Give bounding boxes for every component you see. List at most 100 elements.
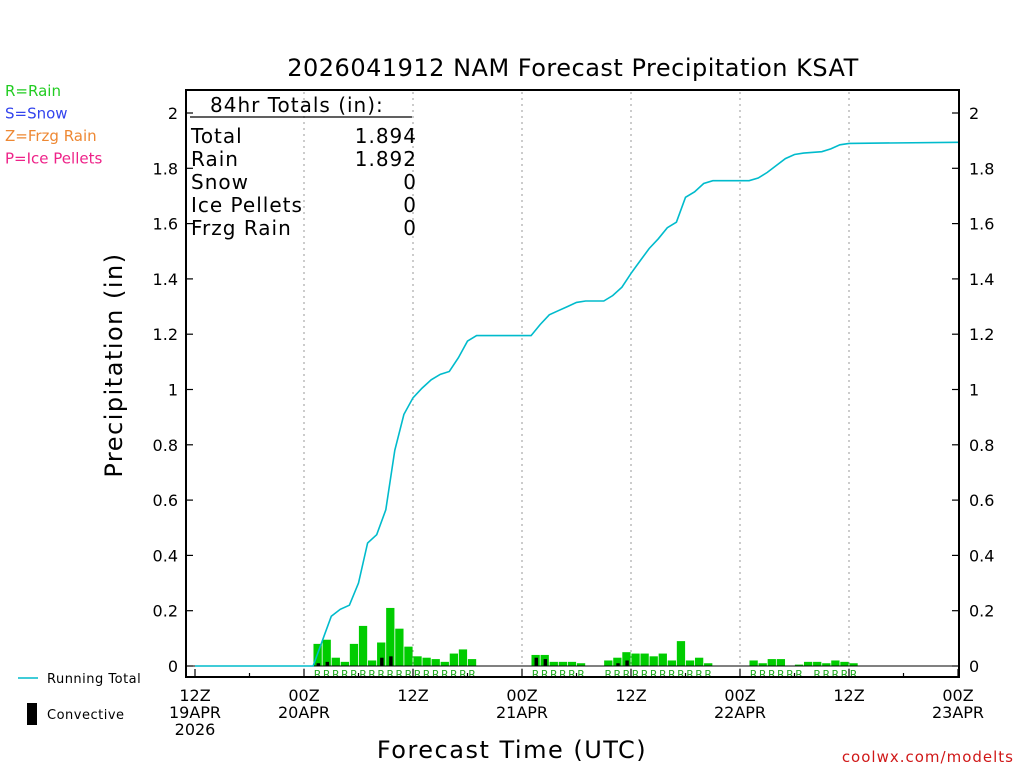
totals-value: 1.892 bbox=[355, 147, 417, 171]
precip-bar bbox=[840, 661, 849, 666]
precip-bar bbox=[803, 661, 813, 666]
convective-bar bbox=[325, 661, 330, 666]
ptype-marker: R bbox=[841, 668, 849, 681]
ptype-marker: R bbox=[686, 668, 694, 681]
x-axis-label: Forecast Time (UTC) bbox=[377, 736, 647, 764]
x-tick-label: 2026 bbox=[175, 720, 216, 739]
y-tick-label-left: 0.6 bbox=[153, 491, 178, 510]
gridlines bbox=[303, 92, 850, 675]
ptype-marker: R bbox=[341, 668, 349, 681]
ptype-marker: R bbox=[832, 668, 840, 681]
ptype-marker: R bbox=[659, 668, 667, 681]
ptype-marker: R bbox=[777, 668, 785, 681]
credit-text: coolwx.com/modelts bbox=[842, 748, 1014, 766]
totals-label: Ice Pellets bbox=[191, 193, 303, 217]
ptype-marker: R bbox=[559, 668, 567, 681]
totals-header: 84hr Totals (in): bbox=[210, 93, 384, 117]
y-tick-label-right: 0.4 bbox=[969, 546, 994, 565]
ptype-marker: R bbox=[532, 668, 540, 681]
ptype-legend-item: P=Ice Pellets bbox=[5, 150, 102, 168]
ptype-marker: R bbox=[323, 668, 331, 681]
x-tick-label: 12Z bbox=[833, 686, 864, 705]
y-tick-label-left: 1.6 bbox=[153, 215, 178, 234]
y-tick-label-left: 1.4 bbox=[153, 270, 178, 289]
ptype-marker: R bbox=[795, 668, 803, 681]
precip-bar bbox=[704, 663, 713, 666]
precip-bar bbox=[440, 661, 449, 666]
x-tick-label: 22APR bbox=[714, 703, 766, 722]
x-tick-label: 00Z bbox=[506, 686, 537, 705]
precip-bar bbox=[386, 607, 395, 666]
ptype-marker: R bbox=[441, 668, 449, 681]
ptype-marker: R bbox=[359, 668, 367, 681]
ptype-marker: R bbox=[750, 668, 758, 681]
precip-bar bbox=[613, 657, 622, 666]
y-tick-label-right: 2 bbox=[969, 104, 979, 123]
precip-bar bbox=[422, 657, 431, 666]
precip-bar bbox=[349, 643, 359, 666]
precip-bar bbox=[377, 642, 386, 666]
y-axis-label: Precipitation (in) bbox=[100, 252, 128, 477]
ptype-marker: R bbox=[614, 668, 622, 681]
y-axis-right: 0 0.2 0.4 0.6 0.8 1 1.2 1.4 1.6 1.8 2 bbox=[952, 104, 994, 676]
precip-bar bbox=[467, 659, 477, 666]
ptype-legend-item: R=Rain bbox=[5, 82, 61, 100]
convective-bar bbox=[389, 656, 393, 666]
ptype-marker: R bbox=[414, 668, 422, 681]
precip-bar bbox=[413, 656, 422, 666]
ptype-marker: R bbox=[377, 668, 385, 681]
precip-bar bbox=[458, 649, 468, 666]
chart-title: 2026041912 NAM Forecast Precipitation KS… bbox=[287, 54, 859, 82]
y-tick-label-left: 0.4 bbox=[153, 546, 178, 565]
running-total-line bbox=[195, 141, 959, 667]
y-tick-label-left: 1.2 bbox=[153, 325, 178, 344]
ptype-marker: R bbox=[550, 668, 558, 681]
precip-bar bbox=[831, 660, 840, 666]
totals-value: 0 bbox=[403, 216, 417, 240]
legend-label: Running Total bbox=[47, 672, 141, 687]
ptype-marker: R bbox=[623, 668, 631, 681]
precip-bar bbox=[758, 663, 767, 666]
ptype-marker: R bbox=[813, 668, 821, 681]
precip-bar bbox=[404, 646, 413, 666]
ptype-marker: R bbox=[632, 668, 640, 681]
precip-bar bbox=[694, 657, 704, 666]
totals-box: 84hr Totals (in): Total 1.894 Rain 1.892 Sno… bbox=[190, 93, 417, 240]
ptype-marker: R bbox=[677, 668, 685, 681]
y-tick-label-left: 1 bbox=[168, 381, 178, 400]
precip-bar bbox=[622, 652, 631, 666]
ptype-marker: R bbox=[650, 668, 658, 681]
y-axis-left: 0 0.2 0.4 0.6 0.8 1 1.2 1.4 1.6 1.8 2 bbox=[153, 104, 193, 676]
y-tick-label-right: 1.4 bbox=[969, 270, 994, 289]
y-tick-label-right: 0.6 bbox=[969, 491, 994, 510]
precip-bar bbox=[367, 660, 377, 666]
x-tick-label: 00Z bbox=[288, 686, 319, 705]
ptype-marker: R bbox=[695, 668, 703, 681]
ptype-marker: R bbox=[423, 668, 431, 681]
ptype-marker: R bbox=[704, 668, 712, 681]
ptype-marker: R bbox=[459, 668, 467, 681]
y-tick-label-left: 1.8 bbox=[153, 159, 178, 178]
ptype-marker: R bbox=[768, 668, 776, 681]
y-tick-label-right: 0.2 bbox=[969, 602, 994, 621]
precip-bar bbox=[813, 661, 822, 666]
convective-bars bbox=[316, 656, 629, 666]
ptype-marker: R bbox=[786, 668, 794, 681]
precip-bar bbox=[631, 653, 640, 666]
precip-bar bbox=[558, 661, 568, 666]
precip-bar bbox=[604, 660, 613, 666]
legend-label: Convective bbox=[47, 708, 125, 723]
y-tick-label-right: 1.8 bbox=[969, 159, 994, 178]
precip-bar bbox=[331, 657, 340, 666]
precip-bar bbox=[431, 659, 440, 666]
convective-bar bbox=[534, 657, 538, 666]
convective-bar bbox=[380, 657, 384, 666]
y-tick-label-right: 1.6 bbox=[969, 215, 994, 234]
ptype-marker: R bbox=[541, 668, 549, 681]
ptype-marker: R bbox=[386, 668, 394, 681]
y-tick-label-left: 0 bbox=[168, 657, 178, 676]
